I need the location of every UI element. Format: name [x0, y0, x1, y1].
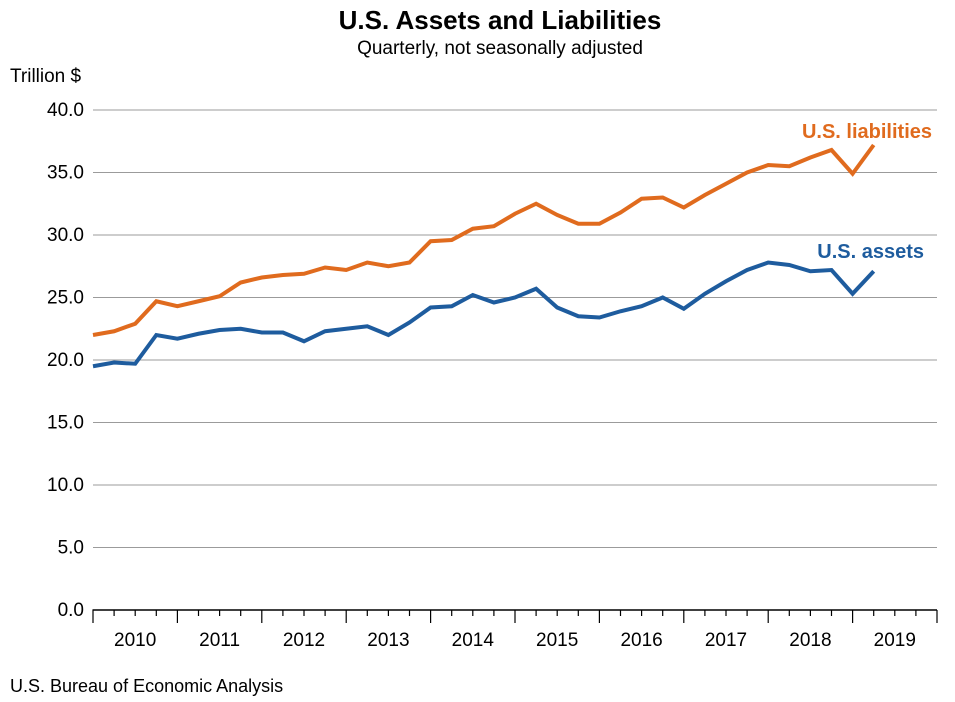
y-axis-label: 10.0 [47, 475, 84, 496]
y-axis-label: 15.0 [47, 413, 84, 434]
x-axis-year-label: 2013 [367, 630, 409, 651]
x-axis-year-label: 2017 [705, 630, 747, 651]
y-axis-label: 5.0 [58, 538, 84, 559]
y-axis-label: 25.0 [47, 288, 84, 309]
series-label-us-liabilities: U.S. liabilities [802, 121, 932, 143]
y-axis-unit-label: Trillion $ [10, 66, 82, 87]
chart-subtitle: Quarterly, not seasonally adjusted [357, 38, 643, 59]
x-axis-year-label: 2014 [452, 630, 495, 651]
x-axis-year-label: 2010 [114, 630, 156, 651]
series-line-us-assets [92, 260, 876, 369]
x-axis-year-label: 2011 [199, 630, 240, 651]
y-axis-label: 20.0 [47, 350, 84, 371]
series-line-us-liabilities [92, 143, 876, 337]
x-axis-year-label: 2016 [620, 630, 662, 651]
x-axis-year-label: 2012 [283, 630, 325, 651]
chart-title: U.S. Assets and Liabilities [338, 5, 662, 35]
y-axis-label: 30.0 [47, 225, 84, 246]
x-axis-year-label: 2018 [789, 630, 831, 651]
y-axis-label: 0.0 [58, 600, 84, 621]
source-note: U.S. Bureau of Economic Analysis [10, 676, 284, 696]
y-axis-label: 40.0 [47, 100, 84, 121]
series-label-us-assets: U.S. assets [817, 241, 924, 263]
x-axis-year-label: 2015 [536, 630, 578, 651]
y-axis-label: 35.0 [47, 163, 84, 184]
x-axis-year-label: 2019 [874, 630, 916, 651]
